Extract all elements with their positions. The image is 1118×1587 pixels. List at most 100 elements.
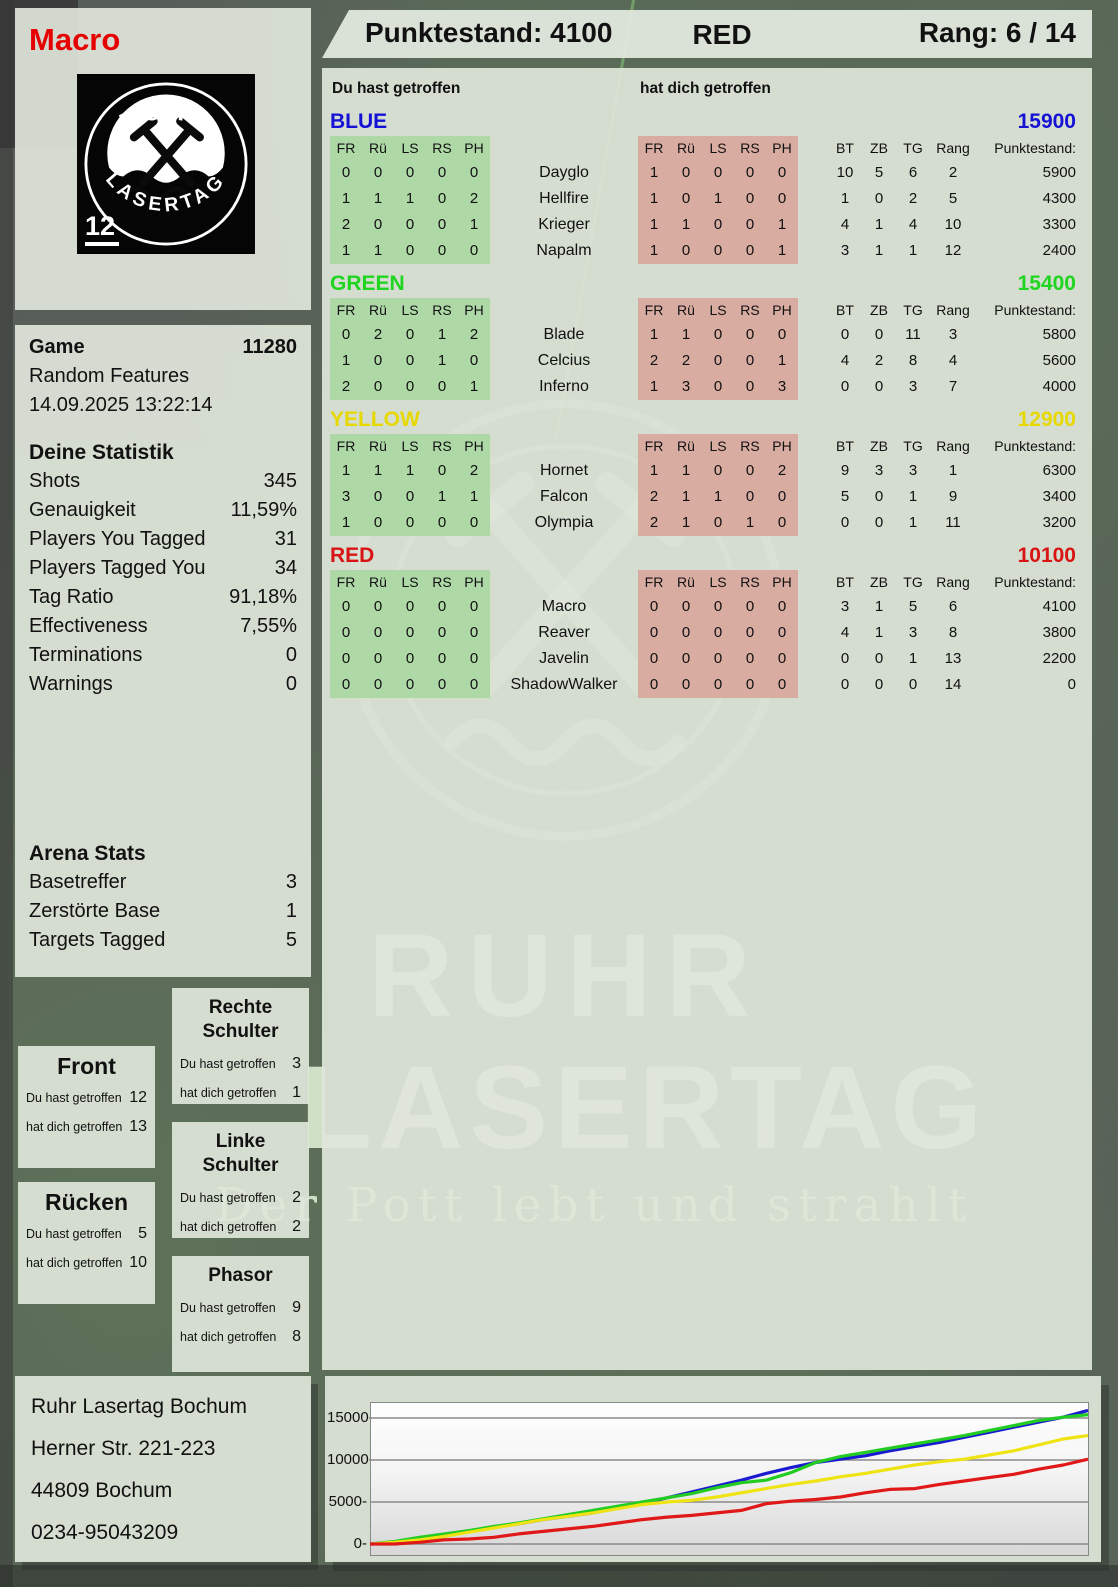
you-hit-label: Du hast getroffen <box>26 1091 122 1105</box>
hit-you-cell: 1 <box>766 348 798 374</box>
column-header: RS <box>734 136 766 160</box>
team-name-label: BLUE <box>330 110 388 133</box>
base-hits-cell: 0 <box>840 514 850 531</box>
column-header: PH <box>458 434 490 458</box>
player-name-cell: Hellfire <box>539 190 589 207</box>
base-hits-cell: 0 <box>840 650 850 667</box>
pack-number: 12 <box>85 213 120 246</box>
hit-you-cell: 0 <box>734 484 766 510</box>
hit-you-cell: 1 <box>702 186 734 212</box>
you-hit-value: 12 <box>129 1089 147 1106</box>
team-section: YELLOW 12900 FR Rü LS RS PH FR Rü LS RS PH BT ZB TG Ran… <box>330 406 1076 536</box>
column-header: ZB <box>870 438 888 454</box>
scoreboard-panel: Du hast getroffen hat dich getroffen BLU… <box>322 68 1092 1370</box>
base-hits-cell: 3 <box>840 598 850 615</box>
you-hit-cell: 0 <box>426 510 458 536</box>
hit-you-cell: 0 <box>702 374 734 400</box>
hit-you-cell: 1 <box>670 458 702 484</box>
hit-you-cell: 0 <box>734 160 766 186</box>
hit-you-cell: 0 <box>702 672 734 698</box>
stat-label: Genauigkeit <box>29 499 136 521</box>
hit-you-cell: 2 <box>638 510 670 536</box>
stat-value: 31 <box>274 528 297 550</box>
column-header: Rang <box>936 140 970 156</box>
player-row: 0 0 0 0 0 Dayglo 1 0 0 0 0 10 5 6 2 5900 <box>330 160 1076 186</box>
targets-tagged-cell: 8 <box>908 352 918 369</box>
hit-you-cell: 0 <box>702 510 734 536</box>
hit-you-value: 2 <box>292 1218 301 1235</box>
bases-destroyed-cell: 3 <box>874 462 884 479</box>
targets-tagged-cell: 6 <box>908 164 918 181</box>
targets-tagged-cell: 2 <box>908 190 918 207</box>
stat-label: Basetreffer <box>29 871 127 893</box>
targets-tagged-cell: 1 <box>908 488 918 505</box>
score-cell: 2200 <box>1042 650 1076 667</box>
you-hit-cell: 2 <box>362 322 394 348</box>
hit-you-cell: 1 <box>670 212 702 238</box>
you-hit-cell: 0 <box>362 374 394 400</box>
you-hit-cell: 2 <box>330 212 362 238</box>
team-name-label: RED <box>330 544 375 567</box>
column-header: Rü <box>670 570 702 594</box>
hit-you-cell: 0 <box>766 594 798 620</box>
you-hit-value: 3 <box>292 1055 301 1072</box>
hit-you-cell: 0 <box>670 620 702 646</box>
you-hit-cell: 1 <box>330 186 362 212</box>
hit-you-cell: 0 <box>670 238 702 264</box>
you-hit-cell: 0 <box>394 484 426 510</box>
stat-label: Terminations <box>29 644 143 666</box>
column-header: Rang <box>936 574 970 590</box>
arena-stats-title: Arena Stats <box>29 842 146 865</box>
you-hit-cell: 0 <box>394 374 426 400</box>
player-row: 0 0 0 0 0 ShadowWalker 0 0 0 0 0 0 0 0 14 0 <box>330 672 1076 698</box>
you-hit-cell: 0 <box>394 322 426 348</box>
game-value: 11280 <box>242 336 297 358</box>
stat-label: Tag Ratio <box>29 586 114 608</box>
base-hits-cell: 1 <box>840 190 850 207</box>
you-hit-cell: 0 <box>330 594 362 620</box>
hit-you-cell: 1 <box>638 160 670 186</box>
column-header: LS <box>702 136 734 160</box>
you-hit-cell: 0 <box>426 646 458 672</box>
score-cell: 5600 <box>1042 352 1076 369</box>
column-header: Rü <box>362 298 394 322</box>
hit-you-cell: 0 <box>702 212 734 238</box>
column-group-labels: Du hast getroffen hat dich getroffen <box>330 80 1092 102</box>
hit-you-cell: 0 <box>734 594 766 620</box>
bases-destroyed-cell: 0 <box>874 190 884 207</box>
hit-you-cell: 1 <box>766 212 798 238</box>
targets-tagged-cell: 3 <box>908 378 918 395</box>
player-row: 2 0 0 0 1 Krieger 1 1 0 0 1 4 1 4 10 3300 <box>330 212 1076 238</box>
team-total-score: 15400 <box>1017 272 1076 295</box>
column-header: TG <box>903 140 923 156</box>
player-name-cell: Javelin <box>539 650 589 667</box>
you-hit-label: Du hast getroffen <box>180 1301 276 1315</box>
column-header: RS <box>426 570 458 594</box>
hit-you-cell: 0 <box>670 186 702 212</box>
column-header: RS <box>734 434 766 458</box>
background-bottom-strip <box>0 1565 1118 1587</box>
you-hit-group-label: Du hast getroffen <box>332 80 461 97</box>
column-header: PH <box>766 434 798 458</box>
you-hit-cell: 1 <box>362 238 394 264</box>
column-header: FR <box>330 434 362 458</box>
stat-value: 34 <box>274 557 297 579</box>
stat-row: Warnings 0 <box>29 670 297 699</box>
bases-destroyed-cell: 1 <box>874 624 884 641</box>
hit-you-cell: 0 <box>766 186 798 212</box>
player-row: 0 0 0 0 0 Macro 0 0 0 0 0 3 1 5 6 4100 <box>330 594 1076 620</box>
you-hit-cell: 0 <box>362 484 394 510</box>
player-name-cell: Dayglo <box>539 164 589 181</box>
arena-stats-rows: Basetreffer 3 Zerstörte Base 1 Targets Tagge… <box>29 868 297 955</box>
stat-label: Zerstörte Base <box>29 900 161 922</box>
team-name-label: GREEN <box>330 272 405 295</box>
hit-you-cell: 0 <box>702 458 734 484</box>
hit-you-cell: 1 <box>638 212 670 238</box>
base-hits-cell: 4 <box>840 216 850 233</box>
bodypart-panel-front: Front Du hast getroffen 12 hat dich getro… <box>18 1046 155 1168</box>
hit-you-cell: 0 <box>638 672 670 698</box>
score-cell: 4000 <box>1042 378 1076 395</box>
stat-row: Shots 345 <box>29 467 297 496</box>
column-header <box>490 570 638 594</box>
targets-tagged-cell: 4 <box>908 216 918 233</box>
